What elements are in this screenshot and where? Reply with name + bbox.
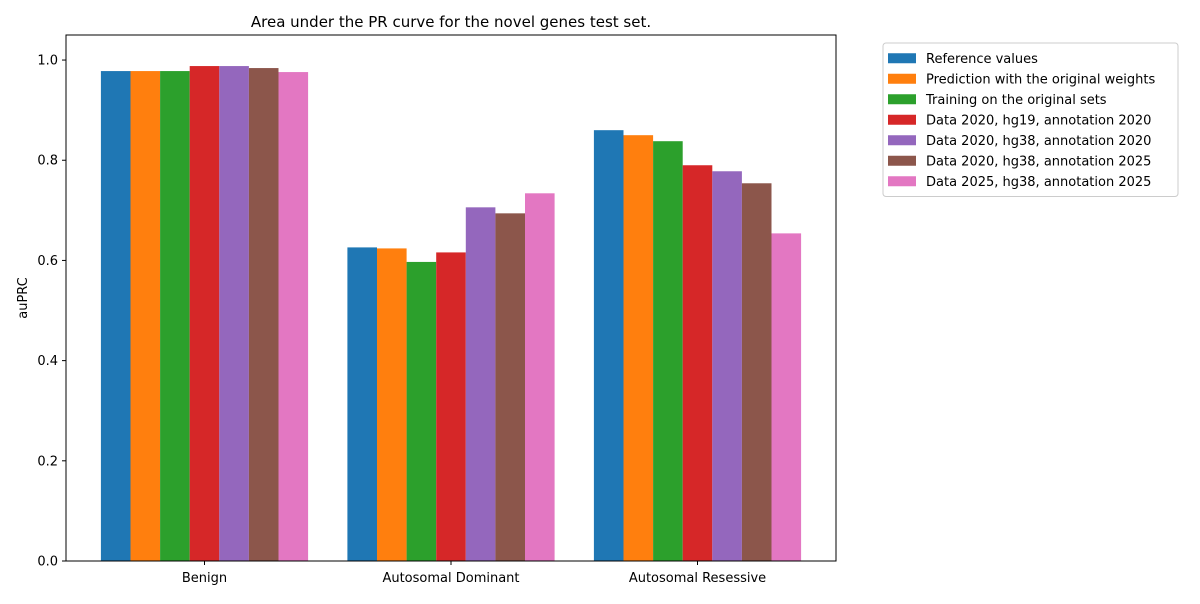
legend-swatch	[888, 176, 916, 187]
y-tick-label: 0.6	[37, 254, 58, 269]
bar-data-2020-hg19-annotation-2020-benign	[189, 66, 220, 561]
y-axis: 0.0 0.2 0.4 0.6 0.8 1.0	[37, 54, 66, 570]
legend-label: Data 2020, hg19, annotation 2020	[926, 113, 1151, 128]
bar-training-on-the-original-sets-benign	[160, 71, 190, 561]
legend-swatch	[888, 135, 916, 146]
y-axis-label: auPRC	[16, 277, 31, 319]
bar-training-on-the-original-sets-autosomal-dominant	[406, 261, 437, 561]
x-tick-label: Autosomal Resessive	[629, 571, 766, 586]
legend: Reference values Prediction with the orig…	[882, 42, 1179, 197]
bar-prediction-with-the-original-weights-autosomal-resessive	[623, 135, 654, 561]
legend-label: Training on the original sets	[925, 93, 1107, 108]
bars-group	[100, 66, 802, 562]
bar-data-2025-hg38-annotation-2025-autosomal-dominant	[525, 193, 555, 562]
bar-reference-values-autosomal-dominant	[347, 247, 377, 561]
x-tick-label: Benign	[182, 571, 227, 586]
bar-data-2020-hg38-annotation-2025-benign	[248, 68, 279, 561]
bar-data-2025-hg38-annotation-2025-benign	[278, 72, 309, 561]
legend-swatch	[888, 114, 916, 125]
legend-label: Data 2025, hg38, annotation 2025	[926, 175, 1151, 190]
legend-swatch	[888, 94, 916, 105]
bar-reference-values-benign	[100, 71, 131, 561]
x-axis: Benign Autosomal Dominant Autosomal Resess…	[182, 561, 766, 586]
legend-swatch	[888, 73, 916, 84]
legend-label: Data 2020, hg38, annotation 2025	[926, 154, 1151, 169]
legend-label: Data 2020, hg38, annotation 2020	[926, 134, 1151, 149]
y-tick-label: 0.0	[37, 555, 58, 570]
bar-reference-values-autosomal-resessive	[593, 130, 624, 561]
x-tick-label: Autosomal Dominant	[382, 571, 519, 586]
bar-data-2020-hg19-annotation-2020-autosomal-dominant	[436, 252, 466, 561]
legend-label: Reference values	[926, 52, 1038, 67]
y-tick-label: 0.8	[37, 154, 58, 169]
chart-title: Area under the PR curve for the novel ge…	[251, 13, 651, 31]
bar-data-2020-hg38-annotation-2025-autosomal-dominant	[495, 213, 525, 561]
bar-data-2020-hg38-annotation-2020-autosomal-dominant	[465, 207, 496, 561]
bar-data-2025-hg38-annotation-2025-autosomal-resessive	[771, 233, 802, 561]
bar-prediction-with-the-original-weights-autosomal-dominant	[377, 248, 407, 561]
legend-label: Prediction with the original weights	[926, 72, 1155, 87]
bar-data-2020-hg38-annotation-2020-autosomal-resessive	[712, 171, 742, 561]
plot-frame	[65, 34, 837, 562]
y-tick-label: 0.4	[37, 354, 58, 369]
bar-data-2020-hg38-annotation-2025-autosomal-resessive	[741, 183, 772, 561]
bar-prediction-with-the-original-weights-benign	[130, 71, 161, 561]
legend-swatch	[888, 53, 916, 64]
legend-box	[882, 42, 1179, 197]
y-tick-label: 0.2	[37, 454, 58, 469]
y-tick-label: 1.0	[37, 54, 58, 69]
bar-data-2020-hg38-annotation-2020-benign	[219, 66, 249, 561]
bar-training-on-the-original-sets-autosomal-resessive	[653, 141, 683, 561]
bar-data-2020-hg19-annotation-2020-autosomal-resessive	[682, 165, 713, 561]
legend-swatch	[888, 155, 916, 166]
